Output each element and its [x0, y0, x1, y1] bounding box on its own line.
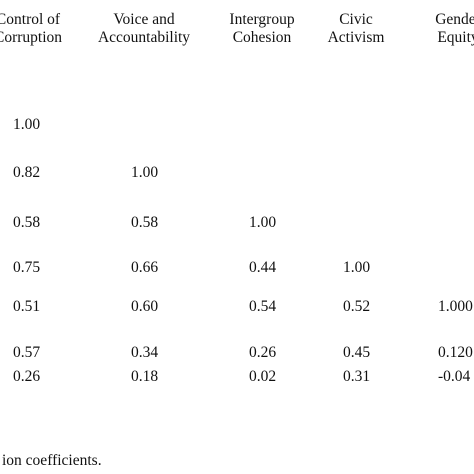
table-cell: 0.82 — [13, 164, 41, 181]
table-cell: 0.58 — [13, 214, 41, 231]
column-header: Intergroup Cohesion — [182, 11, 342, 47]
column-header-line: Civic — [339, 11, 373, 28]
table-cell: 0.60 — [131, 298, 159, 315]
column-header-line: Equity — [437, 29, 474, 46]
column-header: Voice and Accountability — [64, 11, 224, 47]
column-header-line: Intergroup — [229, 11, 295, 28]
column-header: Control of Corruption — [0, 11, 108, 47]
column-header-line: Activism — [327, 29, 385, 46]
table-cell: 0.18 — [131, 368, 159, 385]
table-cell: 0.02 — [249, 368, 277, 385]
table-cell: -0.04 — [438, 368, 471, 385]
table-cell: 1.00 — [131, 164, 159, 181]
column-header-line: Accountability — [97, 29, 191, 46]
table-cell: 1.00 — [13, 116, 41, 133]
table-cell: 0.31 — [343, 368, 371, 385]
table-cell: 1.00 — [343, 259, 371, 276]
table-cell: 1.000 — [438, 298, 473, 315]
table-cell: 0.26 — [13, 368, 41, 385]
table-cell: 0.45 — [343, 344, 371, 361]
table-cell: 0.58 — [131, 214, 159, 231]
table-cell: 0.44 — [249, 259, 277, 276]
table-cell: 1.00 — [249, 214, 277, 231]
column-header-line: Gender — [435, 11, 474, 28]
table-cell: 0.66 — [131, 259, 159, 276]
column-header: Civic Activism — [276, 11, 436, 47]
table-caption: ion coefficients. — [2, 452, 102, 469]
table-cell: 0.52 — [343, 298, 371, 315]
column-header-line: Corruption — [0, 29, 63, 46]
column-header: GenderEquity — [378, 11, 474, 47]
table-cell: 0.75 — [13, 259, 41, 276]
table-cell: 0.51 — [13, 298, 41, 315]
table-cell: 0.26 — [249, 344, 277, 361]
column-header-line: Cohesion — [232, 29, 292, 46]
table-cell: 0.54 — [249, 298, 277, 315]
table-cell: 0.120 — [438, 344, 473, 361]
column-header-line: Control of — [0, 11, 61, 28]
table-cell: 0.57 — [13, 344, 41, 361]
table-cell: 0.34 — [131, 344, 159, 361]
column-header-line: Voice and — [113, 11, 175, 28]
